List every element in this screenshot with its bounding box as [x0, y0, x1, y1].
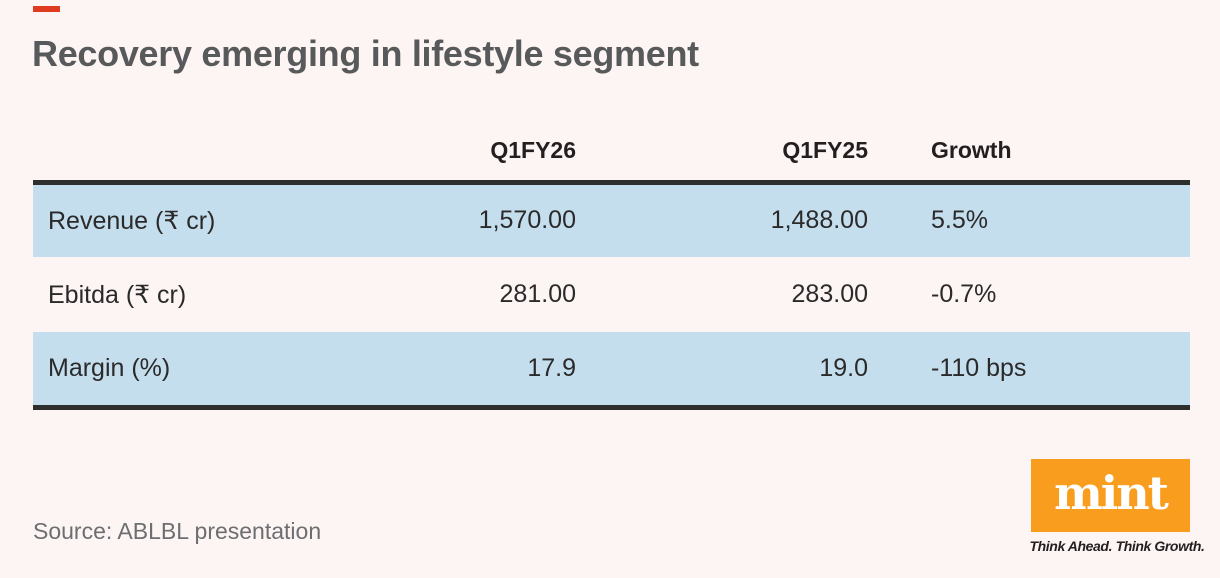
table-body: Revenue (₹ cr) 1,570.00 1,488.00 5.5% Eb… [33, 182, 1190, 410]
table-row-margin: Margin (%) 17.9 19.0 -110 bps [33, 332, 1190, 410]
table-row-ebitda: Ebitda (₹ cr) 281.00 283.00 -0.7% [33, 257, 1190, 332]
mint-logo-box: mint [1031, 459, 1190, 532]
row-label: Revenue (₹ cr) [33, 182, 333, 257]
table-header: Q1FY26 Q1FY25 Growth [33, 128, 1190, 185]
column-header-metric [33, 128, 333, 185]
cell-growth: -110 bps [868, 332, 1190, 410]
row-label: Ebitda (₹ cr) [48, 280, 187, 309]
cell-q1fy26: 281.00 [499, 280, 576, 308]
cell-q1fy25: 19.0 [576, 332, 868, 410]
metrics-table: Q1FY26 Q1FY25 Growth Revenue (₹ cr) 1,57… [33, 128, 1190, 410]
cell-q1fy26: 1,570.00 [333, 182, 576, 257]
table-row-revenue: Revenue (₹ cr) 1,570.00 1,488.00 5.5% [33, 182, 1190, 257]
column-header-q1fy25: Q1FY25 [576, 128, 868, 185]
brand-accent-dash [33, 6, 60, 12]
mint-logo: mint Think Ahead. Think Growth. [1029, 459, 1205, 554]
cell-q1fy25: 283.00 [791, 280, 868, 308]
table-header-row: Q1FY26 Q1FY25 Growth [33, 128, 1190, 185]
cell-growth: 5.5% [868, 182, 1190, 257]
row-label: Margin (%) [33, 332, 333, 410]
cell-q1fy26: 17.9 [333, 332, 576, 410]
mint-logo-tagline: Think Ahead. Think Growth. [1029, 538, 1205, 554]
page-title: Recovery emerging in lifestyle segment [32, 33, 699, 74]
mint-logo-wordmark: mint [1054, 465, 1169, 520]
source-attribution: Source: ABLBL presentation [33, 518, 322, 544]
cell-q1fy25: 1,488.00 [576, 182, 868, 257]
cell-growth: -0.7% [931, 280, 997, 308]
column-header-q1fy26: Q1FY26 [333, 128, 576, 185]
column-header-growth: Growth [868, 128, 1190, 185]
